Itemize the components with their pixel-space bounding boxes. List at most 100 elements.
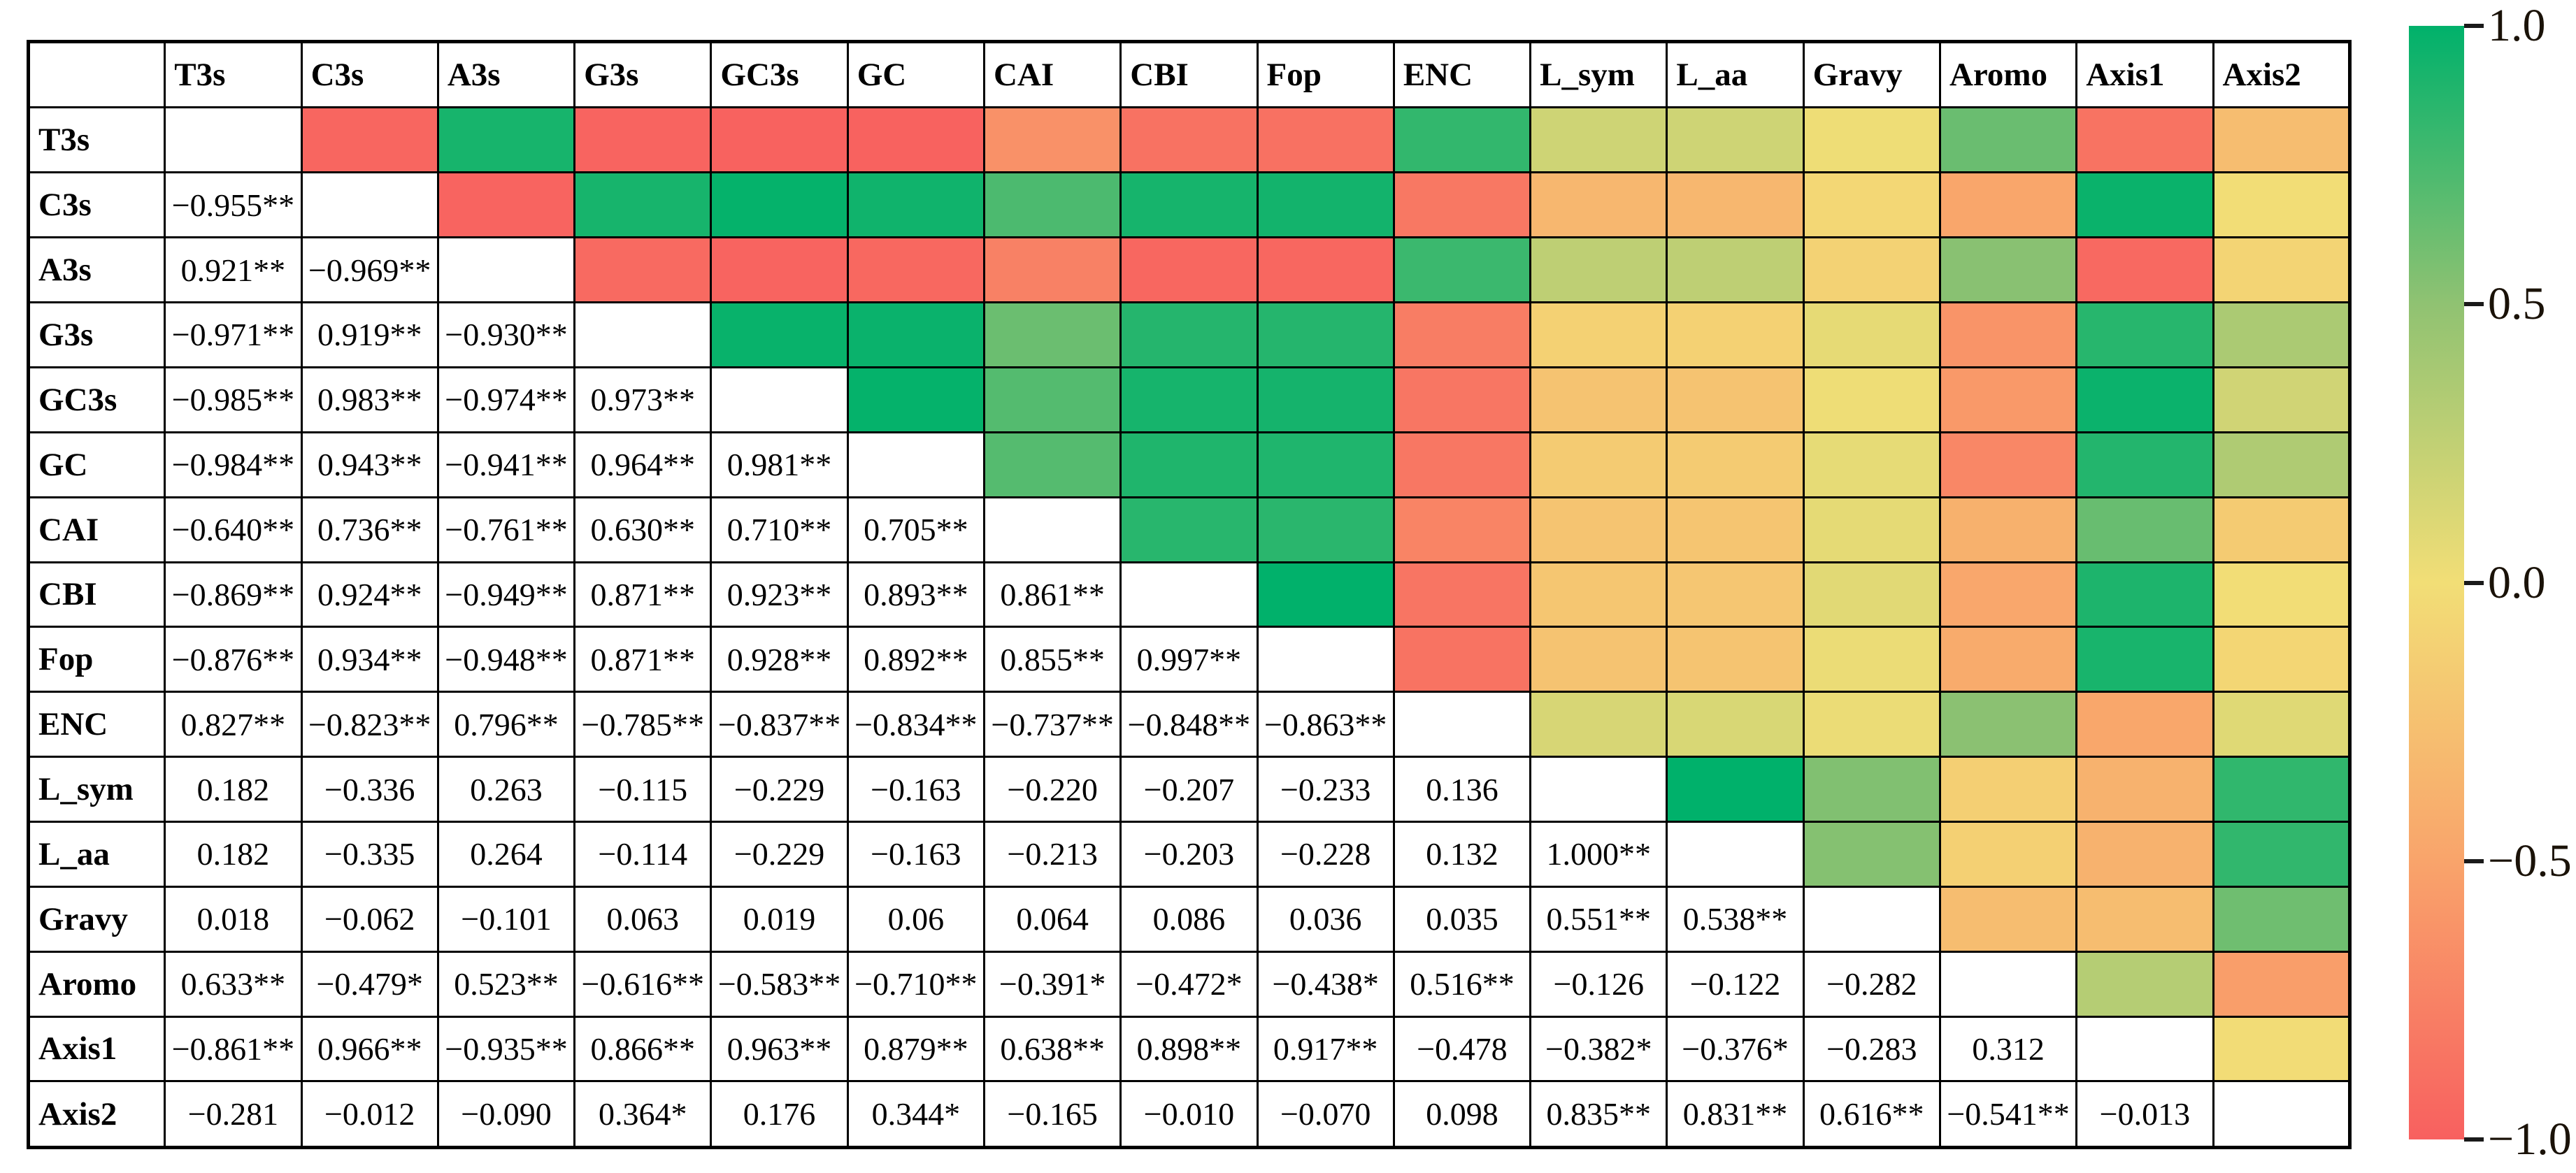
corr-value-Aromo-GC: −0.710** (846, 950, 985, 1018)
corr-color-Gravy-Axis2 (2212, 885, 2351, 953)
corr-value-CBI-C3s: 0.924** (300, 561, 439, 628)
corr-color-L_sym-Aromo (1938, 756, 2078, 823)
corr-color-CAI-L_sym (1529, 496, 1668, 563)
corr-value-Gravy-CBI: 0.086 (1119, 885, 1259, 953)
diagonal-cell-C3s (300, 171, 439, 239)
corr-color-C3s-CAI (982, 171, 1122, 239)
corr-value-Axis2-T3s: −0.281 (164, 1080, 303, 1149)
corr-color-GC-Axis2 (2212, 431, 2351, 498)
col-header-GC3s: GC3s (710, 40, 849, 109)
corr-color-CAI-ENC (1392, 496, 1532, 563)
corr-color-Fop-Axis1 (2075, 626, 2214, 693)
corr-color-C3s-Fop (1256, 171, 1395, 239)
row-header-L_aa: L_aa (27, 820, 166, 888)
corr-value-Gravy-ENC: 0.035 (1392, 885, 1532, 953)
corr-color-GC3s-CAI (982, 366, 1122, 433)
corr-value-Fop-A3s: −0.948** (436, 626, 576, 693)
corr-color-T3s-Aromo (1938, 106, 2078, 174)
corr-value-G3s-T3s: −0.971** (164, 301, 303, 368)
corr-color-L_sym-L_aa (1666, 756, 1805, 823)
corr-color-L_sym-Gravy (1802, 756, 1941, 823)
corr-color-ENC-Axis2 (2212, 691, 2351, 758)
corr-color-CBI-L_aa (1666, 561, 1805, 628)
corr-color-GC3s-CBI (1119, 366, 1259, 433)
corr-value-ENC-CBI: −0.848** (1119, 691, 1259, 758)
corr-color-GC3s-Fop (1256, 366, 1395, 433)
corr-color-T3s-Gravy (1802, 106, 1941, 174)
corr-color-CBI-Fop (1256, 561, 1395, 628)
corr-value-Axis1-GC3s: 0.963** (710, 1015, 849, 1083)
corr-color-C3s-L_aa (1666, 171, 1805, 239)
corr-value-Axis1-C3s: 0.966** (300, 1015, 439, 1083)
corr-value-L_sym-GC3s: −0.229 (710, 756, 849, 823)
corr-value-Axis1-T3s: −0.861** (164, 1015, 303, 1083)
corr-value-L_aa-ENC: 0.132 (1392, 820, 1532, 888)
corr-value-L_sym-ENC: 0.136 (1392, 756, 1532, 823)
corr-value-L_aa-G3s: −0.114 (573, 820, 713, 888)
corr-color-CBI-Aromo (1938, 561, 2078, 628)
corr-value-L_sym-CAI: −0.220 (982, 756, 1122, 823)
corr-value-Axis1-Fop: 0.917** (1256, 1015, 1395, 1083)
corr-color-Fop-L_aa (1666, 626, 1805, 693)
corr-value-A3s-C3s: −0.969** (300, 236, 439, 304)
corr-color-ENC-L_sym (1529, 691, 1668, 758)
corr-color-G3s-L_aa (1666, 301, 1805, 368)
corr-color-GC3s-GC (846, 366, 985, 433)
corr-color-A3s-CAI (982, 236, 1122, 304)
corr-value-Axis2-ENC: 0.098 (1392, 1080, 1532, 1149)
corr-value-Axis2-L_aa: 0.831** (1666, 1080, 1805, 1149)
colorbar-label-0.5: 0.5 (2488, 278, 2546, 330)
corr-value-Gravy-GC: 0.06 (846, 885, 985, 953)
corr-value-L_sym-CBI: −0.207 (1119, 756, 1259, 823)
corr-value-Axis2-G3s: 0.364* (573, 1080, 713, 1149)
corr-value-GC-GC3s: 0.981** (710, 431, 849, 498)
corr-color-G3s-Fop (1256, 301, 1395, 368)
corr-value-Aromo-CAI: −0.391* (982, 950, 1122, 1018)
corr-value-CAI-C3s: 0.736** (300, 496, 439, 563)
corr-value-G3s-C3s: 0.919** (300, 301, 439, 368)
corr-color-A3s-L_sym (1529, 236, 1668, 304)
corr-value-GC-C3s: 0.943** (300, 431, 439, 498)
corr-color-A3s-CBI (1119, 236, 1259, 304)
diagonal-cell-A3s (436, 236, 576, 304)
corr-value-C3s-T3s: −0.955** (164, 171, 303, 239)
corr-color-Fop-Axis2 (2212, 626, 2351, 693)
col-header-CAI: CAI (982, 40, 1122, 109)
corr-color-G3s-Axis2 (2212, 301, 2351, 368)
colorbar-gradient (2409, 26, 2464, 1139)
corr-color-GC3s-L_aa (1666, 366, 1805, 433)
corr-value-Fop-G3s: 0.871** (573, 626, 713, 693)
diagonal-cell-T3s (164, 106, 303, 174)
corr-color-G3s-ENC (1392, 301, 1532, 368)
corr-value-Axis1-ENC: −0.478 (1392, 1015, 1532, 1083)
corr-color-ENC-Axis1 (2075, 691, 2214, 758)
col-header-Fop: Fop (1256, 40, 1395, 109)
corr-color-C3s-GC (846, 171, 985, 239)
corr-color-G3s-GC3s (710, 301, 849, 368)
corr-value-Aromo-GC3s: −0.583** (710, 950, 849, 1018)
corr-color-GC-Aromo (1938, 431, 2078, 498)
corr-value-CAI-G3s: 0.630** (573, 496, 713, 563)
corr-value-L_aa-A3s: 0.264 (436, 820, 576, 888)
corr-value-L_aa-CBI: −0.203 (1119, 820, 1259, 888)
corr-value-L_sym-G3s: −0.115 (573, 756, 713, 823)
corr-color-A3s-Aromo (1938, 236, 2078, 304)
col-header-Axis2: Axis2 (2212, 40, 2351, 109)
corr-color-L_sym-Axis1 (2075, 756, 2214, 823)
corr-value-GC3s-A3s: −0.974** (436, 366, 576, 433)
row-header-CBI: CBI (27, 561, 166, 628)
corr-color-CAI-Axis2 (2212, 496, 2351, 563)
corr-color-Fop-ENC (1392, 626, 1532, 693)
corr-value-L_aa-C3s: −0.335 (300, 820, 439, 888)
colorbar-label-−1.0: −1.0 (2488, 1114, 2572, 1165)
corr-value-CBI-G3s: 0.871** (573, 561, 713, 628)
diagonal-cell-CBI (1119, 561, 1259, 628)
corr-value-Gravy-L_sym: 0.551** (1529, 885, 1668, 953)
corr-value-Aromo-Fop: −0.438* (1256, 950, 1395, 1018)
corr-color-G3s-GC (846, 301, 985, 368)
corr-value-ENC-A3s: 0.796** (436, 691, 576, 758)
colorbar-label-−0.5: −0.5 (2488, 835, 2572, 886)
col-header-Aromo: Aromo (1938, 40, 2078, 109)
corr-value-CAI-T3s: −0.640** (164, 496, 303, 563)
corr-value-L_aa-L_sym: 1.000** (1529, 820, 1668, 888)
